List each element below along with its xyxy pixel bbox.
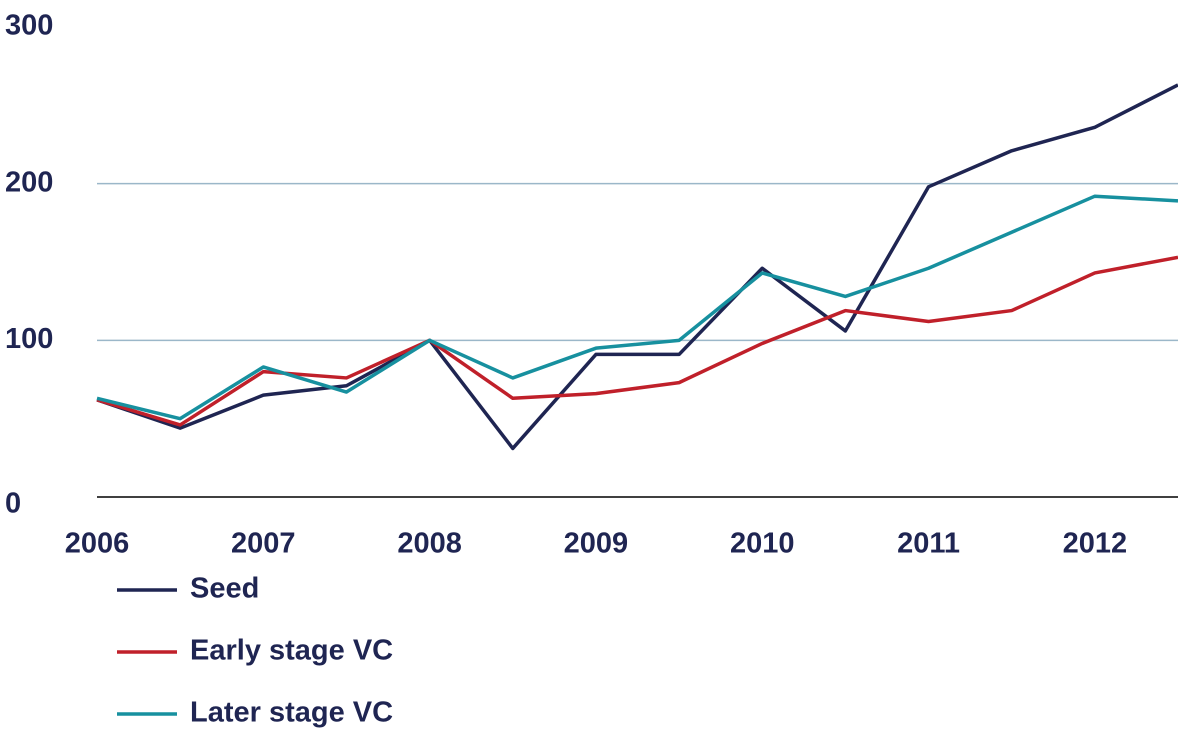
x-tick-label: 2012 [1063,528,1128,560]
legend-label: Seed [190,573,259,605]
x-tick-label: 2006 [65,528,130,560]
series-line [96,83,1178,451]
series-line [96,194,1178,421]
y-tick-label: 300 [5,10,53,42]
series-line [96,255,1178,427]
x-tick-label: 2009 [564,528,629,560]
y-tick-label: 200 [5,166,53,198]
x-tick-label: 2008 [397,528,462,560]
x-tick-label: 2007 [231,528,296,560]
x-tick-label: 2010 [730,528,795,560]
y-tick-label: 100 [5,323,53,355]
x-tick-label: 2011 [897,528,960,560]
legend-label: Later stage VC [190,697,393,729]
y-tick-label: 0 [5,488,21,520]
legend-label: Early stage VC [190,635,393,667]
